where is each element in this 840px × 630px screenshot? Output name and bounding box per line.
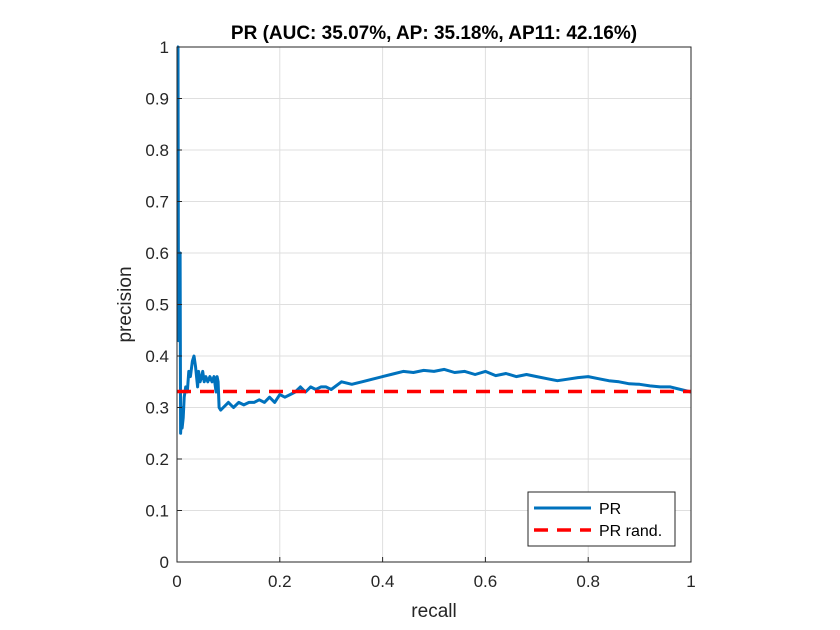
axes: 0 0.2 0.4 0.6 0.8 1 0 0.1 0.2 0.3 0.4 0.5 0.6 0.7 0.8 0… — [145, 38, 695, 591]
legend-label-pr: PR — [599, 501, 621, 518]
y-tick-label: 0.2 — [145, 450, 169, 469]
x-tick-label: 0.2 — [268, 572, 292, 591]
x-axis-label: recall — [411, 601, 456, 622]
x-tick-label: 0.4 — [371, 572, 395, 591]
y-tick-label: 0.1 — [145, 502, 169, 521]
y-tick-label: 0.9 — [145, 90, 169, 109]
x-tick-label: 0 — [172, 572, 181, 591]
legend: PR PR rand. — [527, 491, 676, 547]
y-tick-label: 0.7 — [145, 193, 169, 212]
x-tick-label: 0.8 — [576, 572, 600, 591]
y-tick-label: 0.3 — [145, 399, 169, 418]
x-tick-label: 0.6 — [474, 572, 498, 591]
legend-box — [527, 491, 676, 547]
series-line-pr — [176, 45, 692, 435]
series-layer — [176, 45, 692, 435]
x-tick-label: 1 — [686, 572, 695, 591]
grid — [176, 46, 692, 563]
legend-label-pr-rand: PR rand. — [599, 523, 662, 540]
y-tick-label: 0.8 — [145, 141, 169, 160]
y-tick-label: 0.4 — [145, 347, 169, 366]
y-tick-label: 1 — [160, 38, 169, 57]
y-tick-label: 0 — [160, 553, 169, 572]
y-tick-label: 0.5 — [145, 296, 169, 315]
y-axis-label: precision — [115, 266, 136, 342]
y-tick-label: 0.6 — [145, 244, 169, 263]
chart-title: PR (AUC: 35.07%, AP: 35.18%, AP11: 42.16… — [231, 23, 637, 44]
